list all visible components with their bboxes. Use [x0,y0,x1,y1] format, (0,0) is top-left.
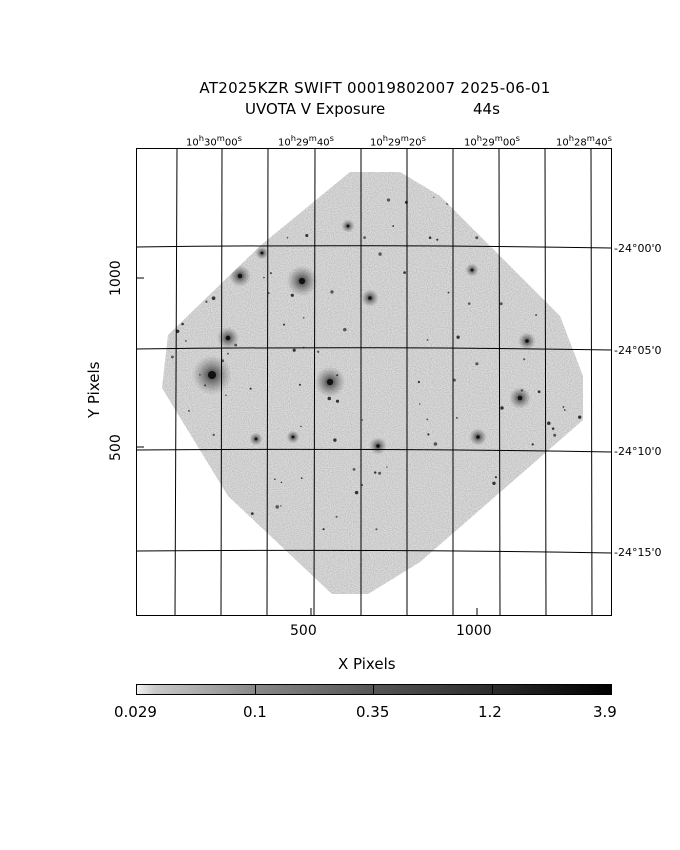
x-tick-500: 500 [290,623,317,639]
plot-frame [136,148,612,616]
dec-label-4: -24°15'0 [614,546,662,559]
colorbar-label-max: 3.9 [593,703,617,721]
axis-ticks [136,277,478,616]
ra-label-2: 10h29m40s [278,133,334,149]
image-title: AT2025KZR SWIFT 00019802007 2025-06-01 [199,79,551,97]
ra-label-5: 10h28m40s [556,133,612,149]
ra-label-4: 10h29m00s [464,133,520,149]
ra-label-3: 10h29m20s [370,133,426,149]
colorbar-label-3: 0.35 [356,703,390,721]
x-tick-1000: 1000 [456,623,492,639]
dec-label-1: -24°00'0 [614,242,662,255]
ra-label-1: 10h30m00s [186,133,242,149]
x-axis-label: X Pixels [338,655,396,673]
colorbar-label-4: 1.2 [478,703,502,721]
colorbar-label-2: 0.1 [243,703,267,721]
dec-label-2: -24°05'0 [614,344,662,357]
dec-label-3: -24°10'0 [614,445,662,458]
dec-grid-lines [135,245,612,554]
exposure-time: 44s [473,100,500,118]
ra-grid-lines [174,147,593,617]
colorbar-label-min: 0.029 [114,703,157,721]
image-subtitle: UVOTA V Exposure [245,100,386,118]
